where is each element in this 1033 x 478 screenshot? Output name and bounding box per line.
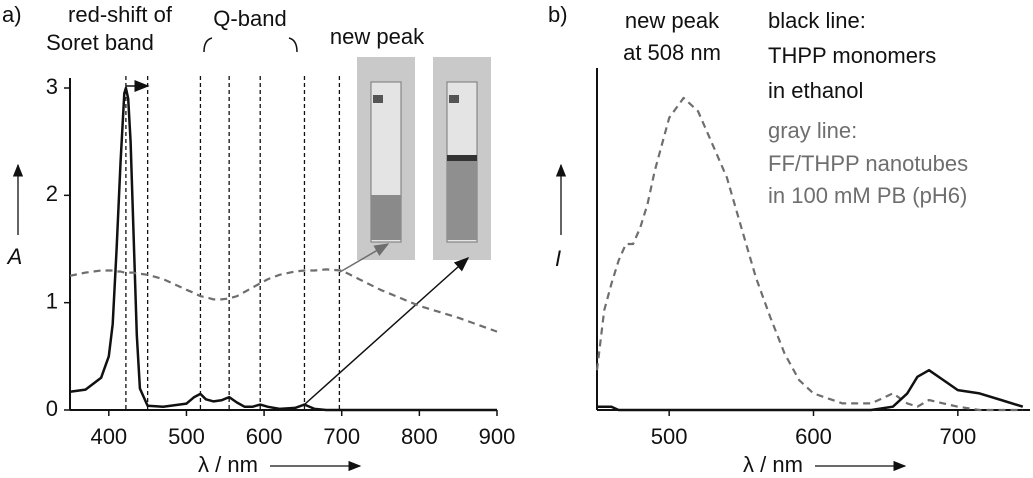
annotation: new peak [625, 8, 720, 33]
cuvette-photo [357, 57, 415, 260]
y-tick-label: 0 [46, 396, 58, 421]
y-axis-label: I [555, 246, 561, 271]
pointer-arrow [339, 243, 390, 273]
y-tick-label: 1 [46, 288, 58, 313]
y-axis-label: A [6, 244, 23, 269]
annotation: FF/THPP nanotubes [768, 151, 968, 176]
panel-label: a) [2, 2, 22, 27]
annotation: Q-band [213, 6, 286, 31]
x-tick-label: 800 [401, 424, 438, 449]
x-tick-label: 600 [246, 424, 283, 449]
annotation: in 100 mM PB (pH6) [768, 183, 967, 208]
annotation: black line: [768, 8, 866, 33]
annotation: gray line: [768, 118, 857, 143]
x-tick-label: 500 [168, 424, 205, 449]
series-line [69, 268, 498, 333]
annotation: Soret band [46, 30, 154, 55]
annotation: red-shift of [68, 2, 173, 27]
x-axis-label: λ / nm [743, 452, 803, 477]
x-tick-label: 700 [323, 424, 360, 449]
series-line [69, 86, 497, 412]
series-line [595, 96, 1023, 412]
x-tick-label: 700 [939, 424, 976, 449]
series-line [597, 368, 1024, 412]
bracket [203, 37, 298, 53]
x-tick-label: 600 [795, 424, 832, 449]
annotation: THPP monomers [768, 43, 936, 68]
x-tick-label: 400 [90, 424, 127, 449]
annotation: at 508 nm [623, 40, 721, 65]
annotation: in ethanol [768, 78, 863, 103]
x-axis-label: λ / nm [198, 452, 258, 477]
annotation: new peak [330, 24, 425, 49]
x-tick-label: 900 [479, 424, 516, 449]
x-tick-label: 500 [651, 424, 688, 449]
y-tick-label: 2 [46, 181, 58, 206]
pointer-arrow [304, 256, 470, 405]
panel-label: b) [548, 2, 568, 27]
y-tick-label: 3 [46, 74, 58, 99]
cuvette-photo [433, 57, 491, 260]
